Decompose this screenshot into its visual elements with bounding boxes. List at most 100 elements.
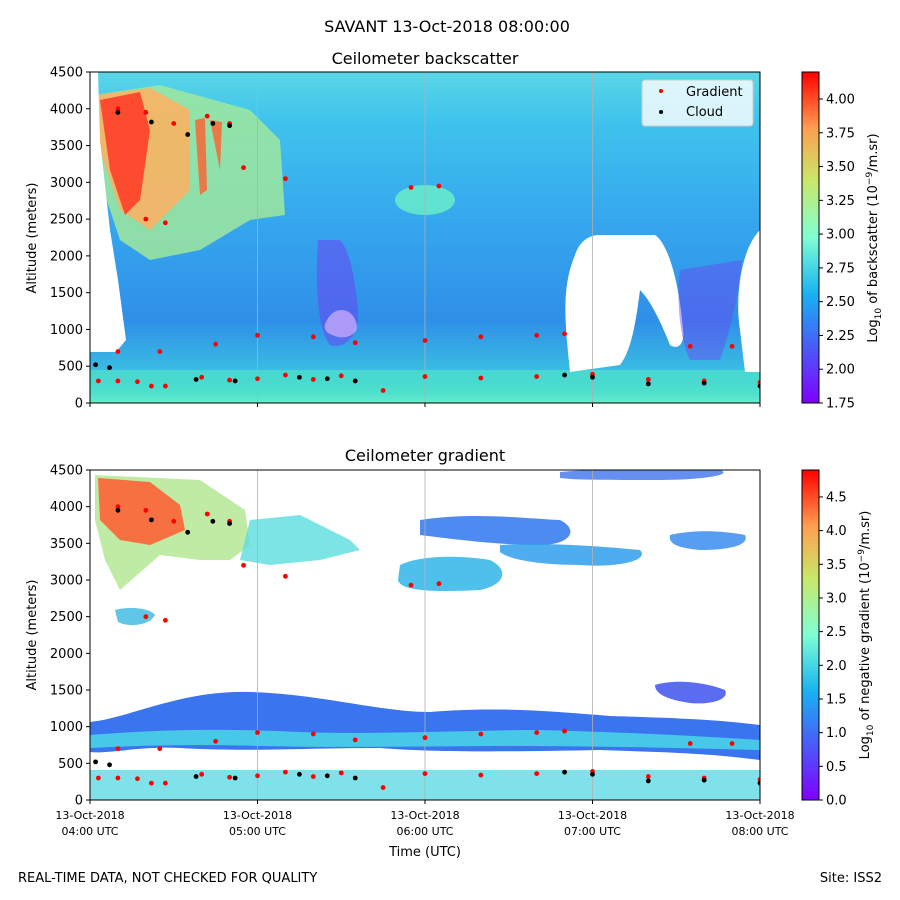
gradient-marker [255, 376, 260, 382]
y-tick-label: 4500 [50, 66, 83, 81]
cloud-patch-d [500, 543, 642, 566]
gradient-marker [143, 110, 149, 115]
cloud-marker [210, 121, 216, 126]
gradient-marker [338, 373, 344, 379]
plume-intense [100, 92, 150, 215]
y-tick-label: 2500 [50, 213, 83, 228]
gradient-marker [380, 785, 386, 790]
y-tick-label: 2000 [50, 249, 83, 264]
legend: Gradient Cloud [641, 79, 754, 127]
colorbar-tick-label: 2.25 [826, 329, 855, 344]
colorbar-tick-label: 3.5 [826, 558, 847, 573]
gradient-marker [478, 731, 484, 737]
x-tick-label-time: 05:00 UTC [229, 825, 286, 838]
cloud-patch-a [240, 515, 360, 565]
bottom-y-ticks: 0 500 1000 1500 2000 2500 3000 3500 4000 4500 [50, 464, 90, 809]
cloud-marker [562, 372, 567, 378]
gradient-marker [478, 334, 484, 340]
bottom-colorbar [801, 469, 820, 801]
gradient-marker [143, 507, 149, 513]
y-tick-label: 2000 [50, 647, 83, 662]
cloud-patch-h [115, 607, 155, 626]
cloud-marker [352, 775, 358, 781]
gradient-marker [645, 377, 651, 382]
cloud-patch-e [669, 531, 746, 550]
gradient-marker [436, 183, 442, 189]
colorbar-tick-label: 2.5 [826, 625, 847, 640]
gradient-marker [213, 341, 219, 347]
cloud-marker [93, 362, 98, 368]
gradient-marker [729, 343, 735, 349]
colorbar-tick-label: 4.00 [826, 93, 855, 108]
gradient-marker [687, 343, 693, 349]
gradient-marker [171, 518, 177, 524]
missing-data-left [90, 72, 126, 352]
gradient-marker [757, 380, 760, 385]
gradient-marker [199, 374, 205, 380]
top-chart-title: Ceilometer backscatter [332, 49, 519, 68]
cloud-marker [210, 518, 216, 524]
colorbar-tick-label: 0.5 [826, 760, 847, 775]
gradient-marker [534, 771, 540, 776]
y-tick-label: 2500 [50, 610, 83, 625]
gradient-marker [143, 216, 149, 222]
colorbar-tick-label: 2.00 [826, 363, 855, 378]
cloud-patch-b [398, 556, 503, 591]
gradient-marker [562, 331, 567, 337]
legend-gradient-marker [659, 89, 663, 93]
footer-site: Site: ISS2 [820, 871, 882, 886]
cloud-marker [107, 762, 112, 768]
top-colorbar [801, 71, 820, 404]
gradient-marker [115, 746, 121, 752]
gradient-marker [380, 388, 386, 393]
cloud-marker [701, 777, 707, 783]
footer-quality-note: REAL-TIME DATA, NOT CHECKED FOR QUALITY [18, 871, 317, 886]
low-backscatter-column-1 [316, 240, 359, 346]
gradient-marker [422, 735, 428, 741]
x-tick-label-date: 13-Oct-2018 [223, 809, 292, 822]
gradient-marker [135, 379, 140, 385]
x-tick-label-time: 07:00 UTC [564, 825, 621, 838]
colorbar-tick-label: 3.0 [826, 591, 847, 606]
gradient-marker [283, 372, 288, 378]
gradient-marker [562, 728, 567, 734]
low-backscatter-column-2 [678, 260, 742, 360]
cloud-marker [115, 507, 121, 513]
cloud-marker [296, 771, 302, 777]
gradient-marker [157, 349, 163, 354]
cloud-marker [757, 780, 760, 786]
cloud-marker [296, 374, 302, 380]
bottom-colorbar-ticks: 0.0 0.5 1.0 1.5 2.0 2.5 3.0 3.5 4.0 4.5 [819, 490, 847, 809]
gradient-marker [408, 185, 414, 190]
gradient-marker [95, 378, 101, 384]
top-colorbar-label: Log10 of backscatter (10−9/m.sr) [865, 133, 884, 342]
colorbar-tick-label: 4.5 [826, 490, 847, 505]
cloud-marker [701, 380, 707, 386]
gradient-marker [115, 504, 121, 510]
cloud-marker [185, 529, 191, 535]
gradient-marker [422, 374, 428, 379]
cloud-marker [562, 769, 567, 775]
x-tick-label-time: 06:00 UTC [396, 825, 453, 838]
gradient-marker [213, 738, 219, 744]
plume-streaks [195, 118, 222, 195]
legend-gradient-label: Gradient [686, 85, 743, 100]
gradient-marker [645, 774, 651, 779]
top-markers [93, 106, 760, 393]
gradient-marker [204, 511, 210, 517]
gradient-marker [255, 332, 260, 338]
cloud-marker [645, 778, 651, 784]
y-tick-label: 500 [58, 360, 83, 375]
colorbar-tick-label: 4.0 [826, 524, 847, 539]
gradient-marker [310, 334, 316, 340]
gradient-marker [352, 340, 358, 346]
cloud-patch-f [655, 681, 726, 704]
gradient-marker [534, 374, 540, 379]
cloud-marker [590, 771, 595, 777]
gradient-marker [199, 771, 205, 777]
y-tick-label: 0 [75, 397, 83, 412]
y-tick-label: 0 [75, 794, 83, 809]
x-tick-label-date: 13-Oct-2018 [725, 809, 794, 822]
gradient-marker [241, 165, 246, 171]
y-tick-label: 4500 [50, 464, 83, 479]
